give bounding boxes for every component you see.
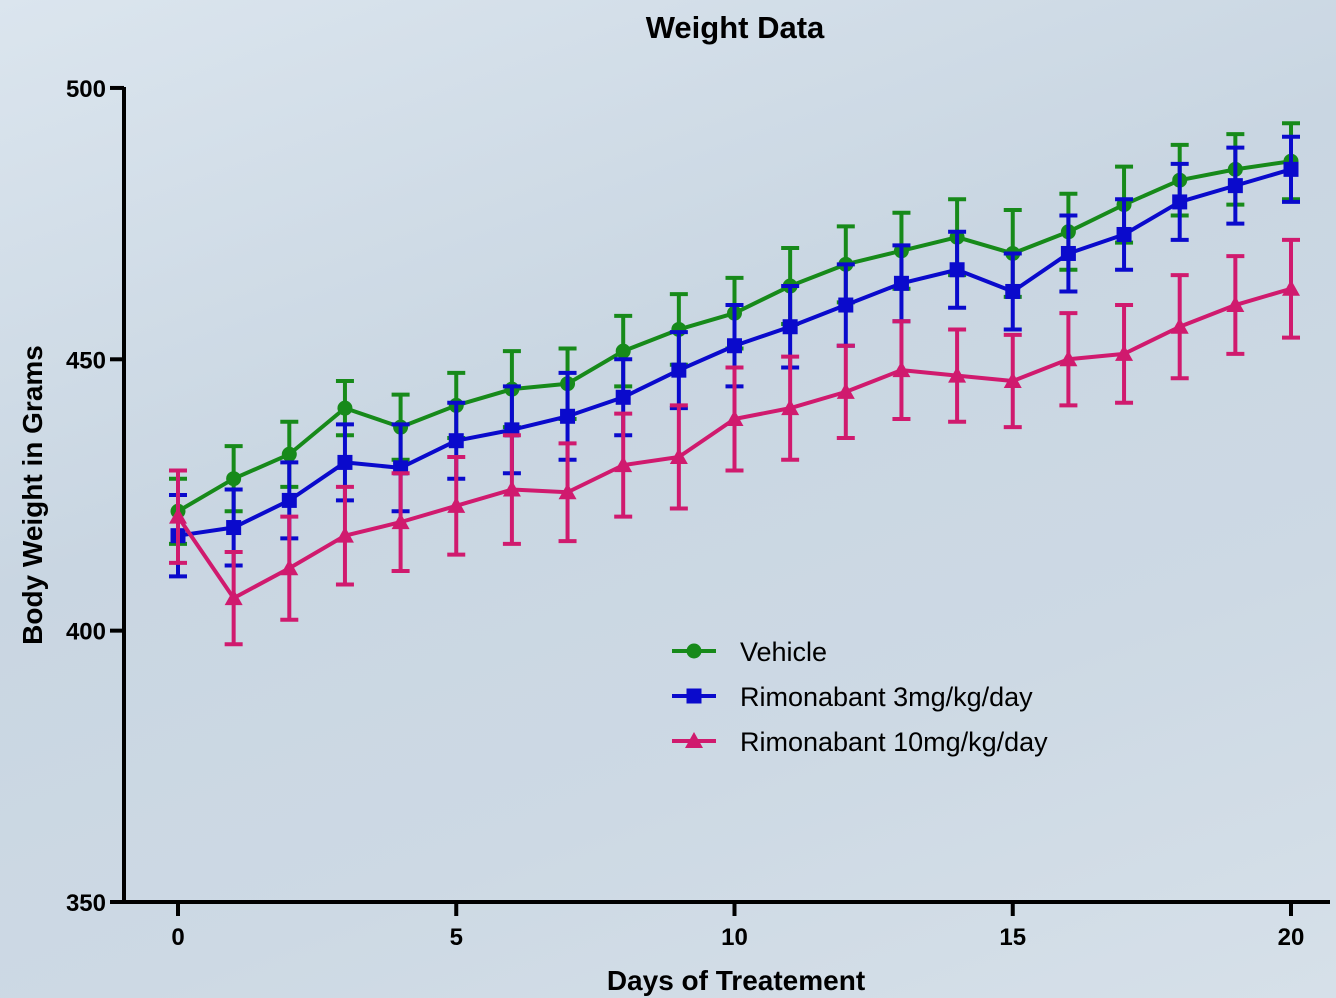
- legend-entry-1: Vehicle: [672, 637, 827, 667]
- data-point: [781, 399, 800, 416]
- legend-label: Rimonabant 3mg/kg/day: [740, 682, 1033, 712]
- data-point: [671, 362, 687, 378]
- data-point: [560, 408, 576, 424]
- data-point: [893, 275, 909, 291]
- data-point: [614, 456, 633, 473]
- data-point: [948, 366, 967, 383]
- data-point: [335, 526, 354, 543]
- data-point: [337, 400, 353, 416]
- data-point: [502, 480, 521, 497]
- data-point: [226, 520, 242, 536]
- data-point: [1116, 226, 1132, 242]
- data-point: [1060, 245, 1076, 261]
- x-tick-label: 10: [721, 924, 748, 951]
- y-tick-label: 400: [66, 619, 106, 646]
- legend: Vehicle Rimonabant 3mg/kg/day Rimonabant 1…: [672, 637, 1048, 757]
- data-point: [727, 338, 742, 354]
- data-point: [615, 343, 631, 359]
- y-axis-label: Body Weight in Grams: [17, 345, 48, 645]
- data-point: [1115, 344, 1134, 361]
- data-point: [1282, 279, 1300, 296]
- y-tick-label: 350: [66, 890, 106, 917]
- data-point: [1005, 283, 1021, 299]
- data-point: [226, 471, 242, 487]
- data-point: [447, 496, 466, 513]
- data-point: [337, 454, 353, 470]
- x-axis-label: Days of Treatement: [607, 965, 865, 996]
- data-point: [1283, 161, 1299, 177]
- legend-entry-2: Rimonabant 3mg/kg/day: [672, 682, 1033, 712]
- data-point: [281, 492, 297, 508]
- data-point: [1170, 317, 1189, 334]
- data-point: [169, 507, 187, 524]
- x-tick-label: 20: [1278, 924, 1305, 951]
- legend-marker: [685, 732, 703, 748]
- data-point: [1227, 178, 1243, 194]
- data-point: [558, 483, 577, 500]
- axes: 350 400 450 500 0 5 10 15 20: [66, 76, 1330, 951]
- y-tick-label: 500: [66, 76, 106, 103]
- data-point: [836, 382, 855, 399]
- data-point: [892, 361, 911, 378]
- x-tick-label: 0: [171, 924, 184, 951]
- data-point: [725, 409, 744, 426]
- x-tick-label: 5: [450, 924, 463, 951]
- legend-label: Rimonabant 10mg/kg/day: [740, 727, 1048, 757]
- data-point: [280, 559, 299, 576]
- data-point: [949, 262, 965, 278]
- legend-entry-3: Rimonabant 10mg/kg/day: [672, 727, 1048, 757]
- data-point: [615, 389, 631, 405]
- data-point: [1059, 350, 1078, 367]
- legend-marker: [686, 688, 702, 704]
- data-point: [1226, 296, 1245, 313]
- data-point: [281, 446, 297, 462]
- data-point: [391, 513, 410, 530]
- data-point: [1003, 372, 1022, 389]
- data-point: [224, 589, 243, 606]
- x-tick-label: 15: [999, 924, 1026, 951]
- series-3: [169, 237, 1300, 647]
- data-point: [782, 319, 798, 335]
- data-point: [448, 433, 464, 449]
- data-point: [669, 447, 688, 464]
- plot-area: [169, 121, 1300, 647]
- legend-marker: [686, 643, 702, 659]
- y-tick-label: 450: [66, 347, 106, 374]
- data-point: [838, 297, 854, 313]
- legend-label: Vehicle: [740, 637, 827, 667]
- chart-title: Weight Data: [646, 10, 825, 45]
- data-point: [1172, 194, 1188, 210]
